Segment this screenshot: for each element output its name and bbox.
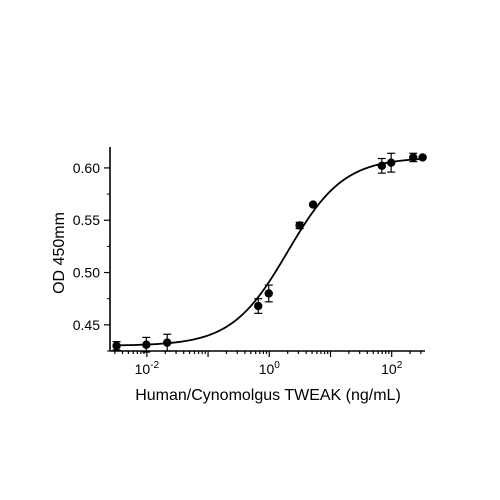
data-point <box>418 153 427 162</box>
data-point <box>264 289 273 298</box>
data-points <box>112 153 427 350</box>
axes <box>109 147 425 352</box>
y-tick-label: 0.60 <box>73 160 100 176</box>
fit-curve <box>116 158 423 347</box>
x-tick-label: 100 <box>259 360 281 377</box>
data-point <box>409 153 418 162</box>
y-tick-label: 0.50 <box>73 265 100 281</box>
x-tick-label: 10-2 <box>135 360 160 377</box>
y-tick-label: 0.55 <box>73 212 100 228</box>
x-axis-ticks: 10-2 100 102 <box>114 351 422 377</box>
data-point <box>254 301 263 311</box>
data-point <box>377 161 387 171</box>
y-axis-ticks: 0.45 0.50 0.55 0.60 <box>73 160 110 352</box>
error-bars <box>112 152 427 353</box>
y-tick-label: 0.45 <box>73 317 100 333</box>
x-axis-title: Human/Cynomolgus TWEAK (ng/mL) <box>135 387 401 404</box>
data-point <box>112 341 121 350</box>
data-point <box>386 158 396 167</box>
data-point <box>308 200 318 209</box>
x-tick-label: 102 <box>381 360 403 377</box>
data-point <box>295 221 304 230</box>
y-axis-title: OD 450mm <box>51 212 68 294</box>
data-point <box>142 340 151 349</box>
data-point <box>163 338 172 347</box>
